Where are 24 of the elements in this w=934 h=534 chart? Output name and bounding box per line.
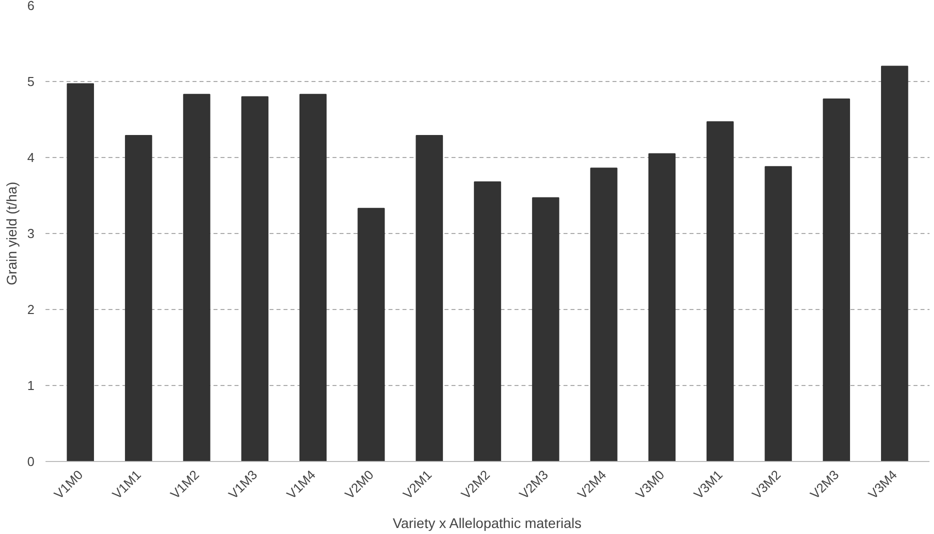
y-axis-title: Grain yield (t/ha) xyxy=(3,182,20,286)
bar xyxy=(66,83,94,462)
x-axis-title: Variety x Allelopathic materials xyxy=(392,515,582,532)
bar xyxy=(299,94,327,462)
y-tick-label: 0 xyxy=(27,454,35,469)
bar xyxy=(706,121,734,462)
y-tick-label: 6 xyxy=(27,0,35,13)
bar xyxy=(822,98,850,462)
y-tick-label: 2 xyxy=(27,302,35,317)
y-tick-label: 3 xyxy=(27,226,35,241)
bar xyxy=(764,166,792,462)
y-tick-label: 1 xyxy=(27,378,35,393)
bar xyxy=(590,168,618,462)
bar xyxy=(416,134,443,462)
bar xyxy=(241,96,268,462)
bar xyxy=(124,134,152,462)
bar xyxy=(474,181,502,462)
bar xyxy=(532,197,560,462)
bar xyxy=(881,66,908,462)
y-tick-label: 4 xyxy=(27,150,35,165)
bar xyxy=(183,94,210,462)
bar xyxy=(358,208,385,462)
bar xyxy=(648,153,676,462)
y-tick-label: 5 xyxy=(27,74,35,89)
